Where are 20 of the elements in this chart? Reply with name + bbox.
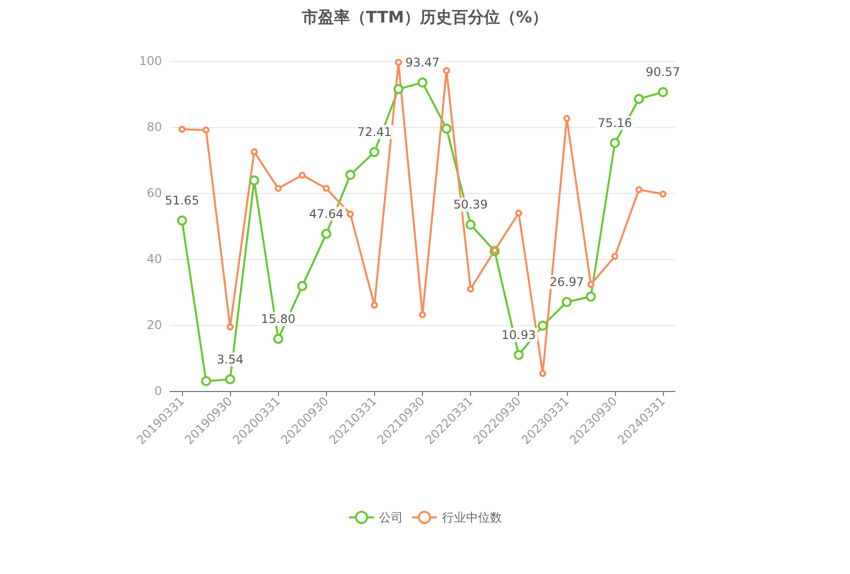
legend-label: 行业中位数 (442, 510, 502, 524)
data-label: 93.47 (405, 56, 440, 70)
data-label: 72.41 (357, 125, 392, 140)
y-tick-label: 60 (146, 186, 162, 200)
y-tick-label: 80 (146, 120, 162, 134)
data-label: 75.16 (598, 116, 632, 130)
data-label: 15.80 (261, 312, 296, 326)
chart-title: 市盈率（TTM）历史百分位（%） (300, 8, 548, 26)
data-label: 90.57 (646, 65, 680, 80)
data-label: 51.65 (164, 194, 200, 208)
data-label: 10.93 (502, 328, 536, 342)
legend-label: 公司 (379, 510, 403, 524)
y-tick-label: 0 (154, 384, 162, 398)
data-label: 3.54 (216, 352, 244, 366)
data-label: 47.64 (309, 206, 344, 221)
y-tick-label: 20 (146, 318, 162, 332)
y-tick-label: 40 (146, 252, 162, 266)
data-label: 50.39 (453, 198, 488, 212)
data-label: 26.97 (550, 275, 584, 289)
y-tick-label: 100 (139, 54, 162, 68)
